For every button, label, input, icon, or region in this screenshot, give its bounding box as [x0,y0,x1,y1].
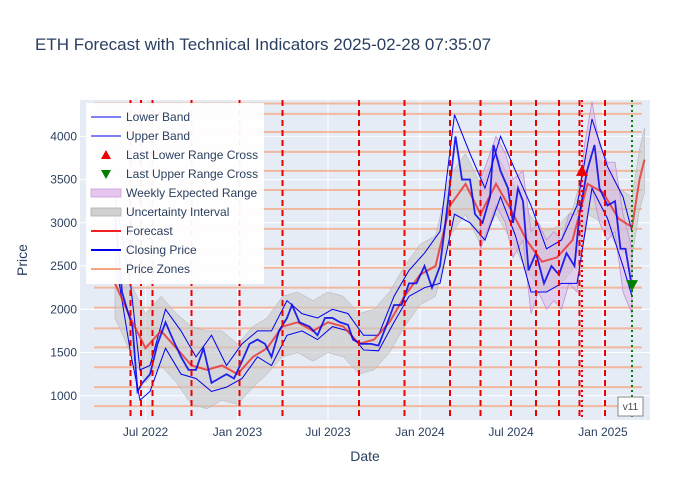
last-upper-range-cross-marker [626,280,638,292]
legend-label: Last Upper Range Cross [126,167,258,181]
legend-symbol [90,207,122,217]
x-tick-label: Jan 2023 [213,425,263,439]
lower-band-line [114,186,633,402]
forecast-line [114,159,646,376]
y-tick-label: 2000 [50,302,77,316]
data-layer [94,100,646,420]
y-axis-title: Price [14,244,30,276]
legend-label: Lower Band [126,110,190,124]
x-axis-title: Date [350,448,380,464]
legend-label: Closing Price [126,243,197,257]
version-badge-text: v11 [623,402,639,413]
y-tick-label: 1500 [50,346,77,360]
legend-label: Uncertainty Interval [126,205,229,219]
legend-label: Last Lower Range Cross [126,148,258,162]
upper-band-line [114,114,633,371]
legend-label: Forecast [126,224,173,238]
legend-label: Weekly Expected Range [126,186,258,200]
legend: Lower Band Upper Band Last Lower Range Cro… [86,103,264,284]
legend-symbol [90,188,122,198]
y-tick-label: 4000 [50,129,77,143]
x-tick-label: Jan 2024 [395,425,445,439]
legend-label: Upper Band [126,129,190,143]
last-lower-range-cross-marker [576,164,588,176]
y-tick-label: 3000 [50,216,77,230]
legend-symbol [101,150,111,159]
axis-ticks: 1000 1500 2000 2500 3000 3500 4000 Jul 2022 Jan … [50,129,628,439]
y-tick-label: 1000 [50,389,77,403]
legend-symbol [101,170,111,179]
x-tick-label: Jan 2025 [578,425,628,439]
y-tick-label: 2500 [50,259,77,273]
version-badge: v11 [617,396,644,417]
x-tick-label: Jul 2024 [488,425,534,439]
chart-title: ETH Forecast with Technical Indicators 2… [35,35,491,54]
x-tick-label: Jul 2022 [123,425,169,439]
y-tick-label: 3500 [50,173,77,187]
legend-label: Price Zones [126,262,190,276]
closing-price-line [114,136,633,395]
x-tick-label: Jul 2023 [305,425,351,439]
